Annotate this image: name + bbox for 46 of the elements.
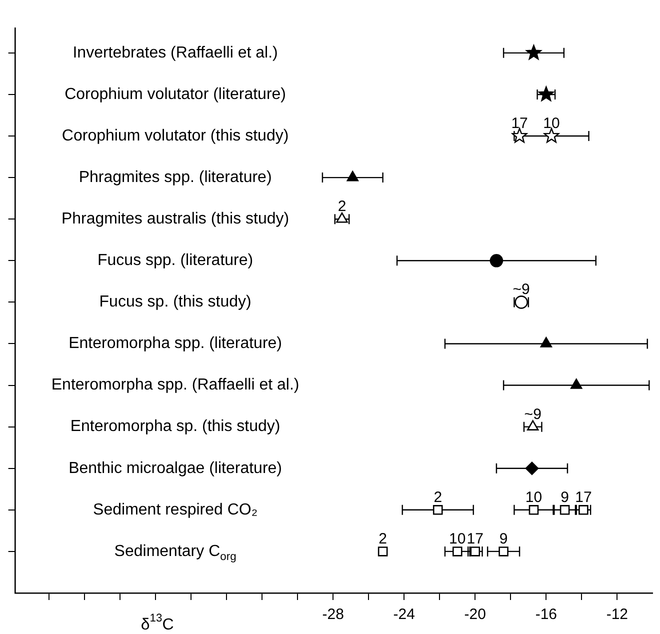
x-tick-label: -12 bbox=[606, 606, 628, 624]
x-tick-label: -28 bbox=[322, 606, 344, 624]
point bbox=[512, 128, 528, 143]
y-tick-label: Fucus spp. (literature) bbox=[97, 252, 254, 270]
x-tick-label: -20 bbox=[464, 606, 486, 624]
annotation: 10 bbox=[449, 530, 466, 548]
annotation: 17 bbox=[511, 115, 528, 132]
annotation: ~9 bbox=[524, 406, 542, 423]
y-tick-label: Invertebrates (Raffaelli et al.) bbox=[72, 44, 278, 62]
point bbox=[560, 505, 570, 515]
point bbox=[432, 505, 443, 515]
annotation: 10 bbox=[525, 488, 542, 506]
point bbox=[452, 546, 462, 556]
y-tick-label: Benthic microalgae (literature) bbox=[68, 460, 282, 477]
point bbox=[570, 378, 582, 389]
point bbox=[490, 254, 504, 268]
point bbox=[526, 44, 542, 60]
y-tick-label: Fucus sp. (this study) bbox=[99, 294, 252, 311]
point bbox=[378, 546, 388, 556]
y-tick-label: Corophium volutator (this study) bbox=[62, 127, 289, 144]
annotation: 2 bbox=[434, 488, 442, 506]
point bbox=[498, 546, 508, 556]
point bbox=[528, 505, 539, 515]
y-tick-label: Enteromorpha spp. (Raffaelli et al.) bbox=[51, 376, 300, 394]
annotation: 9 bbox=[560, 488, 569, 506]
x-tick-label: -24 bbox=[393, 606, 415, 624]
annotation: 17 bbox=[466, 530, 484, 548]
x-tick-label: -16 bbox=[535, 606, 558, 624]
annotation: ~9 bbox=[512, 281, 530, 298]
point bbox=[346, 170, 358, 182]
annotation: 2 bbox=[378, 530, 387, 548]
annotation: 9 bbox=[499, 530, 508, 548]
annotation: 17 bbox=[575, 488, 592, 506]
y-tick-label: Sediment respired CO₂ bbox=[93, 501, 258, 518]
point bbox=[525, 462, 539, 476]
annotation: 2 bbox=[338, 198, 346, 216]
point bbox=[544, 128, 560, 143]
annotation: 10 bbox=[543, 115, 560, 132]
point bbox=[540, 337, 552, 348]
y-tick-label: Corophium volutator (literature) bbox=[64, 86, 286, 103]
y-tick-label: Enteromorpha spp. (literature) bbox=[68, 335, 282, 352]
y-tick-label: Phragmites spp. (literature) bbox=[78, 168, 272, 186]
point bbox=[527, 420, 539, 430]
point bbox=[538, 86, 554, 102]
y-tick-label: Phragmites australis (this study) bbox=[61, 210, 290, 228]
y-tick-label: Enteromorpha sp. (this study) bbox=[70, 418, 280, 436]
